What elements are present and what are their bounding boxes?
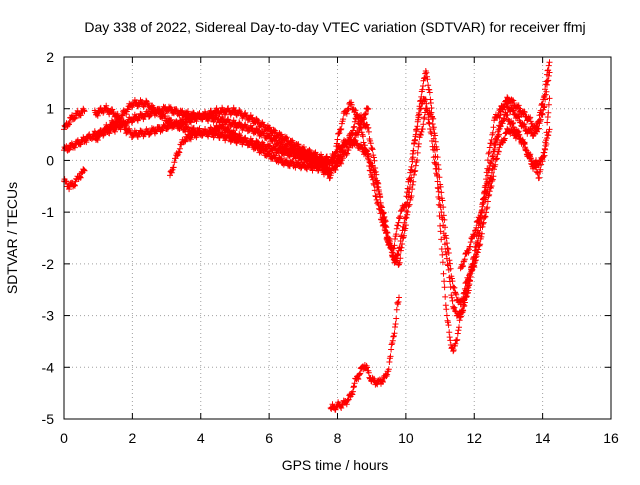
x-tick-label: 4 [197, 430, 205, 446]
series-track-h [327, 294, 402, 413]
y-tick-label: 2 [46, 49, 54, 65]
data-point-markers [61, 105, 88, 133]
y-tick-label: -2 [42, 256, 55, 272]
series-track-a [61, 166, 88, 193]
y-tick-label: -3 [42, 308, 55, 324]
x-axis-label: GPS time / hours [282, 457, 389, 473]
data-points [61, 59, 553, 413]
data-point-markers [327, 294, 402, 413]
series-track-g [457, 59, 553, 272]
x-tick-label: 8 [334, 430, 342, 446]
data-point-markers [167, 99, 553, 308]
x-tick-label: 14 [535, 430, 551, 446]
chart-title: Day 338 of 2022, Sidereal Day-to-day VTE… [84, 19, 585, 35]
y-tick-label: -5 [42, 411, 55, 427]
series-track-f [167, 99, 553, 308]
y-tick-label: -1 [42, 204, 55, 220]
x-tick-label: 12 [466, 430, 482, 446]
x-tick-label: 10 [398, 430, 414, 446]
x-tick-label: 16 [603, 430, 619, 446]
data-point-markers [457, 59, 553, 272]
x-tick-label: 6 [265, 430, 273, 446]
y-tick-label: 0 [46, 152, 54, 168]
x-tick-label: 0 [60, 430, 68, 446]
y-tick-label: -4 [42, 359, 55, 375]
series-track-b [61, 105, 88, 133]
y-axis-label: SDTVAR / TECUs [4, 182, 20, 294]
data-point-markers [61, 166, 88, 193]
y-tick-label: 1 [46, 101, 54, 117]
x-tick-label: 2 [128, 430, 136, 446]
